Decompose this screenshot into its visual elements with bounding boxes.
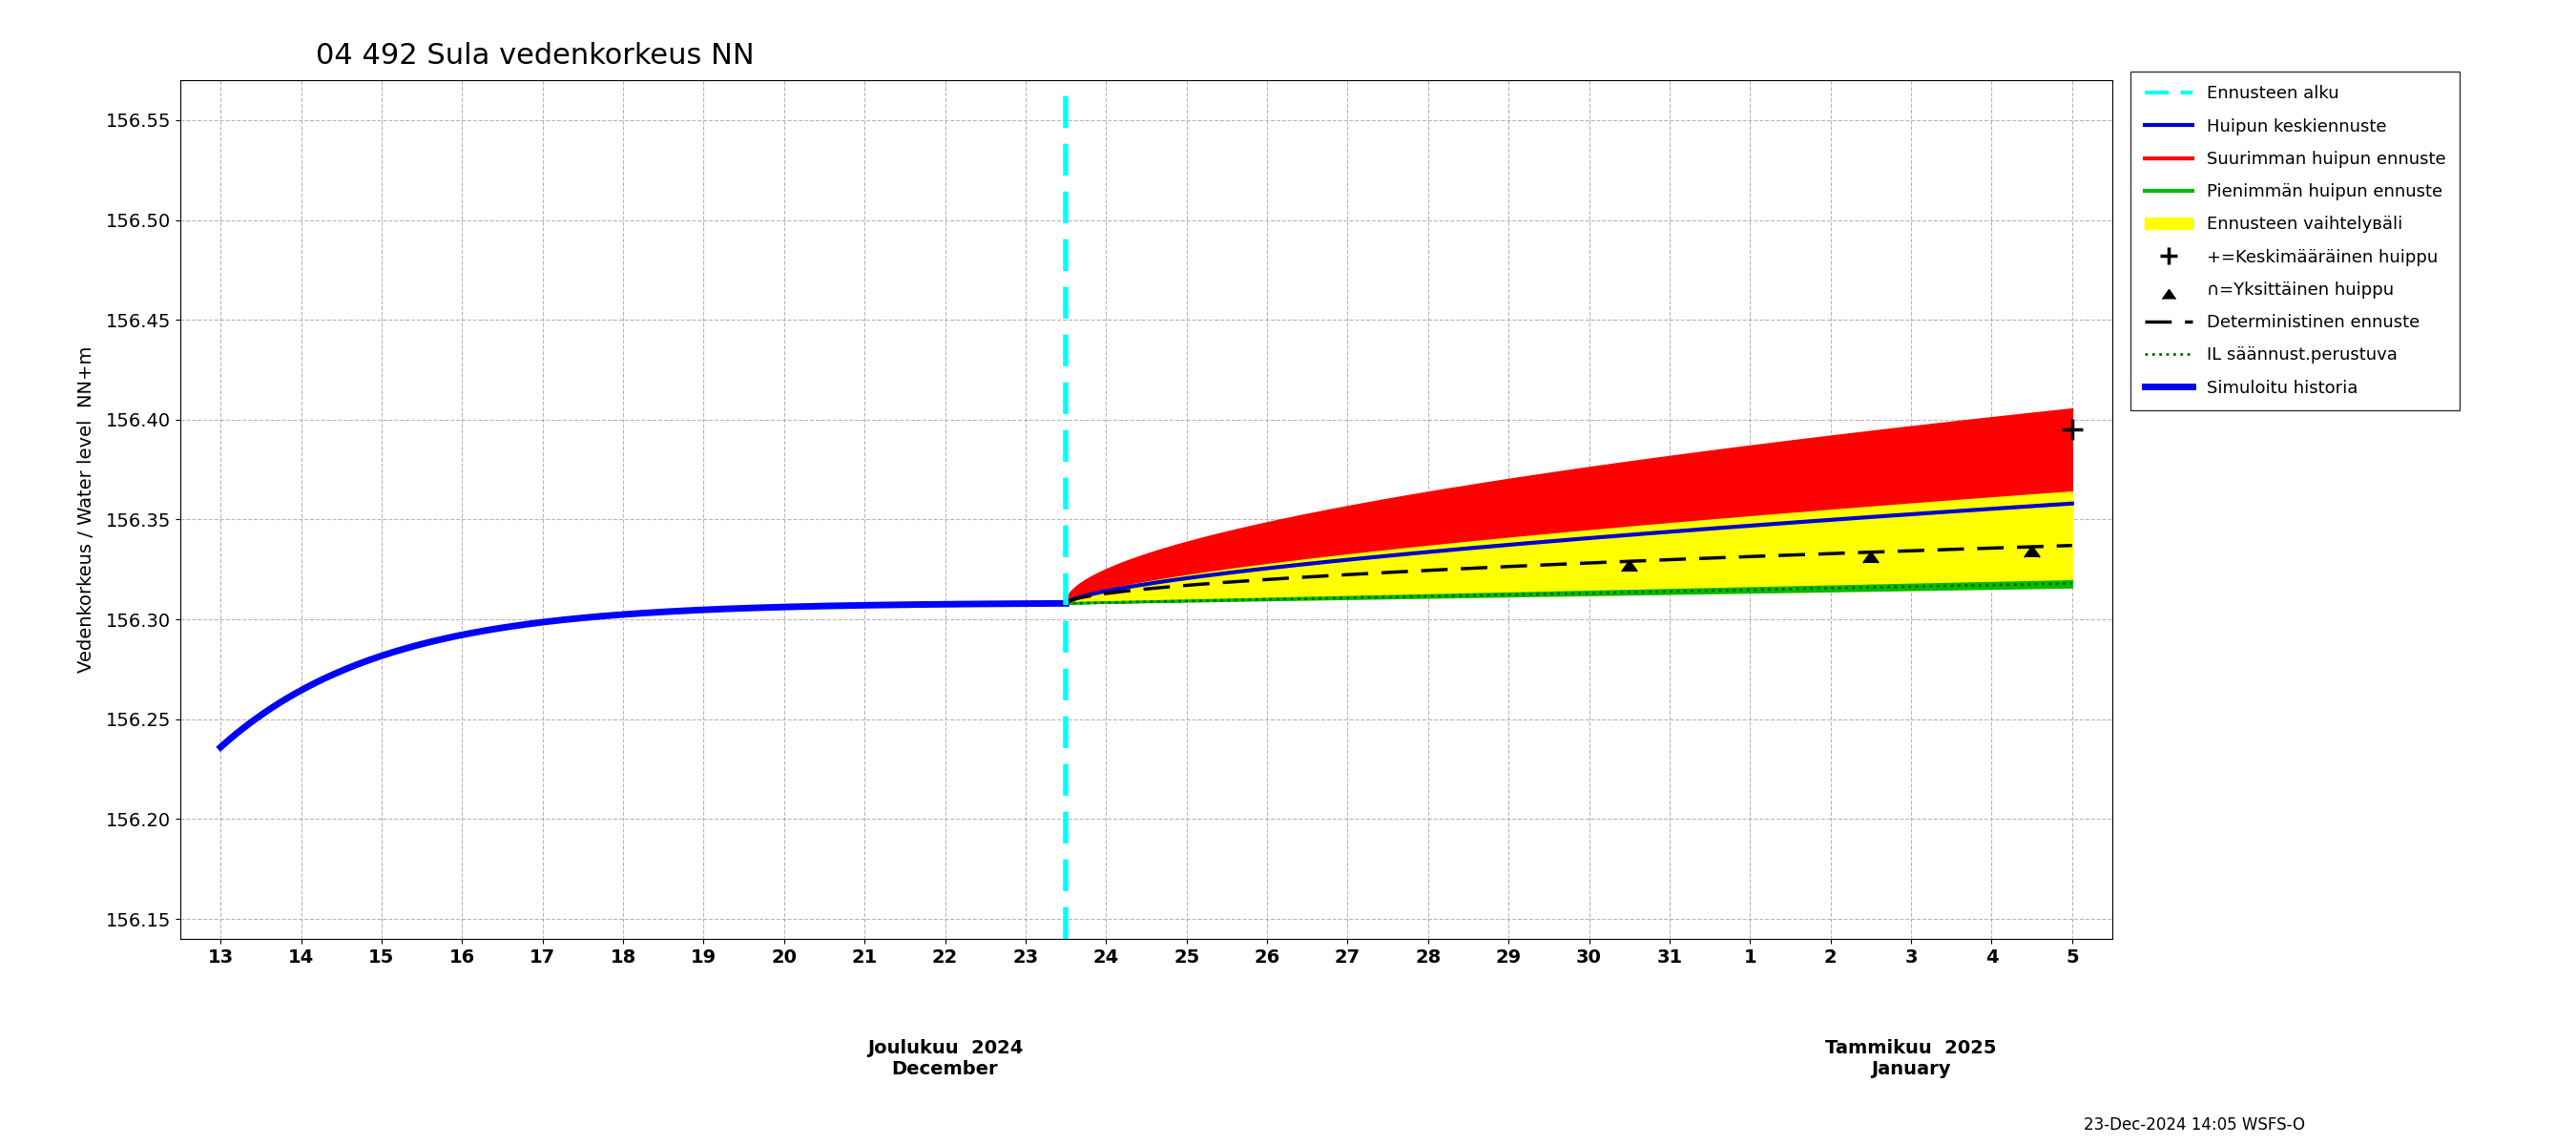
Y-axis label: Vedenkorkeus / Water level  NN+m: Vedenkorkeus / Water level NN+m	[77, 346, 95, 673]
Legend: Ennusteen alku, Huipun keskiennuste, Suurimman huipun ennuste, Pienimmän huipun : Ennusteen alku, Huipun keskiennuste, Suu…	[2130, 72, 2460, 410]
Text: Tammikuu  2025
January: Tammikuu 2025 January	[1826, 1039, 1996, 1077]
Text: 04 492 Sula vedenkorkeus NN: 04 492 Sula vedenkorkeus NN	[314, 42, 755, 70]
Text: 23-Dec-2024 14:05 WSFS-O: 23-Dec-2024 14:05 WSFS-O	[2084, 1116, 2306, 1134]
Text: Joulukuu  2024
December: Joulukuu 2024 December	[868, 1039, 1023, 1077]
